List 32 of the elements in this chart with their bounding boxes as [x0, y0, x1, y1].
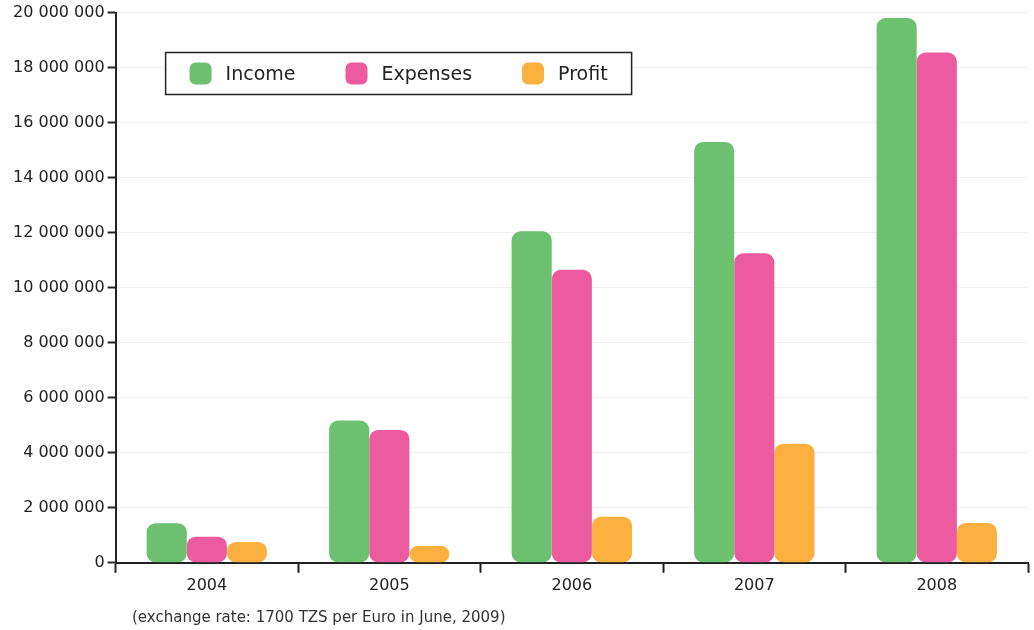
legend-label: Profit [558, 61, 608, 84]
bar [876, 18, 917, 563]
legend-label: Expenses [381, 61, 473, 84]
x-tick-label: 2006 [551, 574, 593, 594]
bar [369, 429, 410, 563]
text: (exchange rate: 1700 TZS per Euro in June, 2009) [132, 608, 506, 626]
y-tick-label: 10 000 000 [13, 276, 105, 296]
y-tick-label: 18 000 000 [13, 56, 105, 76]
y-tick-label: 2 000 000 [23, 496, 105, 516]
bar [329, 420, 370, 563]
y-tick-label: 20 000 000 [13, 1, 105, 21]
bar [591, 516, 633, 563]
bar [694, 141, 735, 563]
x-tick-label: 2008 [916, 574, 958, 594]
bar [551, 269, 592, 563]
x-tick-label: 2007 [733, 574, 775, 594]
bar [916, 52, 957, 563]
legend-label: Income [225, 61, 296, 84]
y-tick-label: 6 000 000 [23, 386, 105, 406]
bar [146, 523, 187, 563]
y-tick-label: 12 000 000 [13, 221, 105, 241]
y-tick-label: 14 000 000 [13, 166, 105, 186]
bar [956, 522, 997, 563]
y-tick-label: 16 000 000 [13, 111, 105, 131]
x-tick-label: 2005 [368, 574, 410, 594]
x-tick-label: 2004 [186, 574, 228, 594]
y-tick-label: 8 000 000 [23, 331, 105, 351]
bar [734, 253, 775, 563]
bar [774, 443, 815, 563]
y-tick-label: 0 [94, 551, 105, 571]
y-tick-label: 4 000 000 [23, 441, 105, 461]
bar [511, 231, 552, 563]
